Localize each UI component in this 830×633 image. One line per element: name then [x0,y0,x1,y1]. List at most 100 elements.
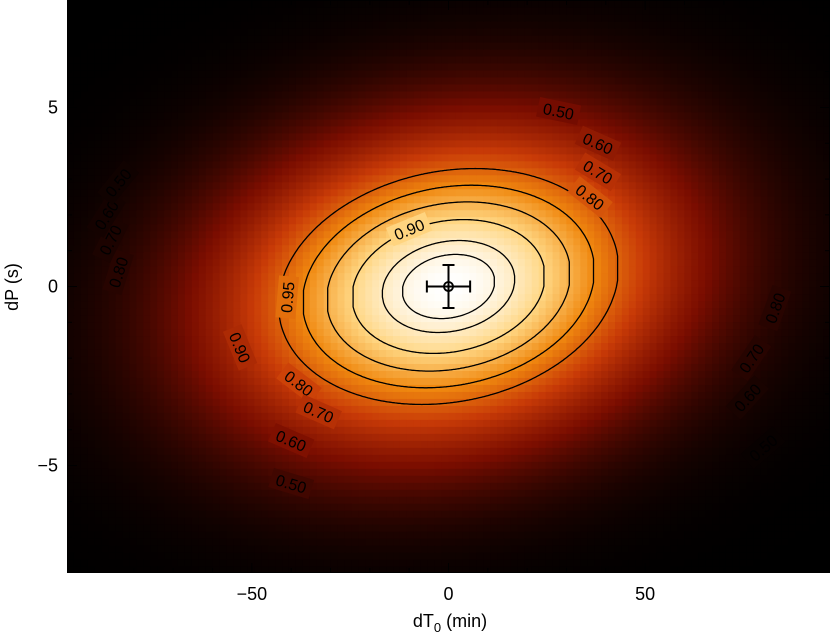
heatmap-cell [136,552,144,560]
heatmap-cell [691,293,699,302]
heatmap-cell [497,545,505,553]
heatmap-cell [219,426,228,434]
heatmap-cell [594,433,602,441]
heatmap-cell [580,510,588,518]
heatmap-cell [601,293,609,302]
heatmap-cell [337,538,346,546]
heatmap-cell [635,440,644,448]
heatmap-cell [295,468,304,476]
heatmap-cell [649,265,658,274]
heatmap-cell [413,405,422,413]
heatmap-cell [649,370,658,378]
heatmap-cell [469,321,477,330]
heatmap-cell [406,293,415,302]
heatmap-cell [628,496,637,504]
heatmap-cell [476,412,484,420]
heatmap-cell [295,293,304,302]
heatmap-cell [580,447,588,455]
heatmap-cell [101,272,110,281]
heatmap-cell [247,524,255,532]
heatmap-cell [712,356,720,364]
heatmap-cell [621,489,630,497]
heatmap-cell [573,265,581,274]
heatmap-cell [295,566,304,573]
heatmap-cell [455,356,463,364]
heatmap-cell [358,349,366,357]
heatmap-cell [434,489,443,497]
heatmap-cell [462,433,470,441]
heatmap-cell [545,538,554,546]
heatmap-cell [351,559,359,567]
heatmap-cell [774,559,783,567]
heatmap-cell [115,412,124,420]
heatmap-cell [157,482,165,490]
heatmap-cell [559,405,568,413]
heatmap-cell [614,363,623,371]
heatmap-cell [635,279,644,288]
heatmap-cell [545,440,554,448]
heatmap-cell [275,391,283,399]
heatmap-cell [198,496,207,504]
heatmap-cell [448,321,457,330]
heatmap-cell [268,335,276,343]
heatmap-cell [184,538,193,546]
heatmap-cell [351,433,359,441]
heatmap-cell [503,258,512,267]
heatmap-cell [108,412,117,420]
heatmap-cell [739,559,748,567]
heatmap-cell [295,538,304,546]
heatmap-cell [552,286,561,295]
heatmap-cell [268,384,276,392]
heatmap-cell [760,503,769,511]
heatmap-cell [795,496,803,504]
heatmap-cell [608,454,616,462]
heatmap-cell [760,370,769,378]
heatmap-cell [316,496,325,504]
heatmap-cell [205,279,214,288]
heatmap-cell [656,398,665,406]
heatmap-cell [524,370,533,378]
heatmap-cell [406,545,415,553]
heatmap-cell [781,482,789,490]
heatmap-cell [191,489,200,497]
heatmap-cell [94,482,103,490]
heatmap-cell [469,426,477,434]
heatmap-cell [649,321,658,330]
heatmap-cell [462,419,470,427]
heatmap-cell [67,454,75,462]
heatmap-cell [614,307,623,316]
heatmap-cell [531,412,540,420]
heatmap-cell [517,300,526,309]
heatmap-cell [490,482,498,490]
heatmap-cell [309,552,318,560]
heatmap-cell [559,349,568,357]
heatmap-cell [282,517,290,525]
heatmap-cell [656,314,665,323]
heatmap-cell [635,489,644,497]
heatmap-cell [150,370,158,378]
heatmap-cell [670,531,678,539]
heatmap-cell [517,475,526,483]
heatmap-cell [233,552,242,560]
heatmap-cell [545,454,554,462]
heatmap-cell [344,496,352,504]
heatmap-cell [503,545,512,553]
heatmap-cell [760,489,769,497]
heatmap-cell [441,531,450,539]
heatmap-cell [649,349,658,357]
heatmap-cell [510,321,519,330]
heatmap-cell [386,454,394,462]
heatmap-cell [628,384,637,392]
heatmap-cell [531,335,540,343]
heatmap-cell [732,545,741,553]
heatmap-cell [462,447,470,455]
heatmap-cell [330,321,339,330]
heatmap-cell [309,454,318,462]
heatmap-cell [566,503,574,511]
heatmap-cell [275,328,283,337]
heatmap-cell [191,461,200,469]
heatmap-cell [476,307,484,316]
heatmap-cell [261,545,269,553]
heatmap-cell [184,314,193,323]
heatmap-cell [302,300,311,309]
